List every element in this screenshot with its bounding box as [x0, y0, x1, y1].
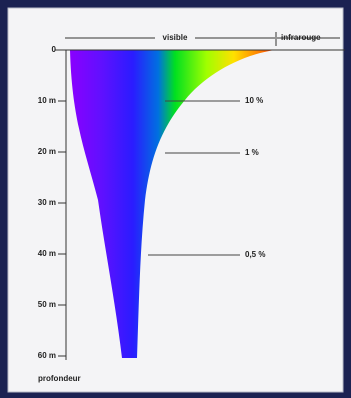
depth-label: 60 m: [38, 351, 56, 360]
depth-label: 0: [52, 45, 57, 54]
depth-label: 40 m: [38, 249, 56, 258]
spectrum: [70, 50, 275, 358]
annotation: 1 %: [245, 148, 259, 157]
axis-title: profondeur: [38, 374, 81, 383]
depth-label: 10 m: [38, 96, 56, 105]
infrared-label: infrarouge: [281, 33, 321, 42]
depth-label: 30 m: [38, 198, 56, 207]
visible-label: visible: [163, 33, 188, 42]
depth-label: 20 m: [38, 147, 56, 156]
label-bg: [155, 33, 195, 43]
annotation: 0,5 %: [245, 250, 265, 259]
depth-label: 50 m: [38, 300, 56, 309]
annotation: 10 %: [245, 96, 263, 105]
